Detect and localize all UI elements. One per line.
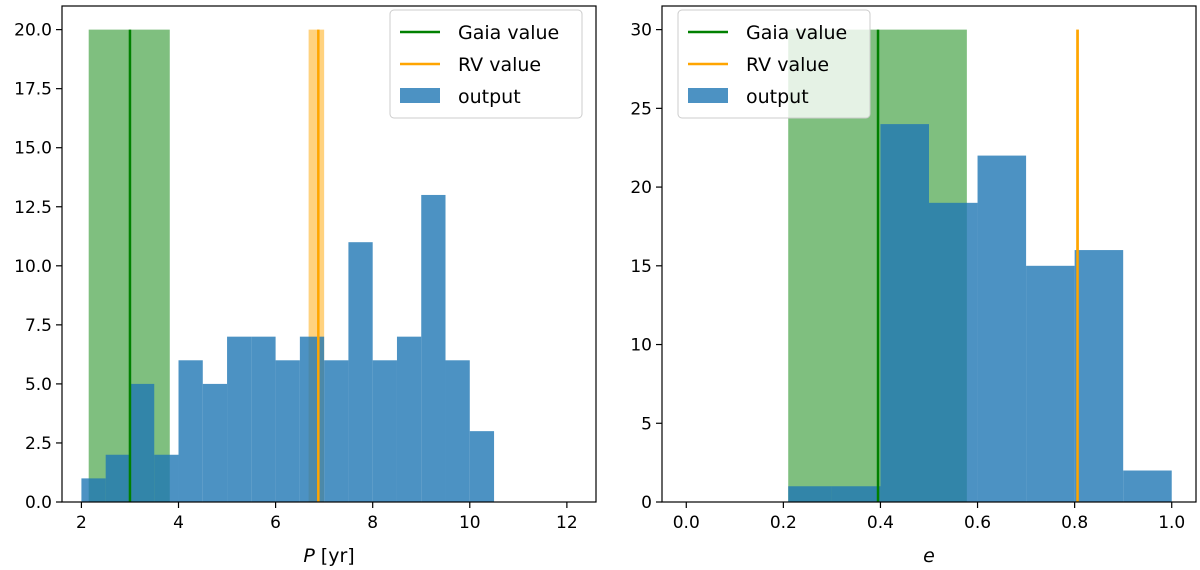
output-hist-bar [251, 336, 276, 502]
y-tick-label: 15.0 [14, 139, 52, 159]
legend-label: Gaia value [458, 22, 559, 44]
x-tick-label: 0.6 [964, 513, 991, 533]
output-hist-bar [831, 486, 881, 502]
output-hist-bar [129, 383, 155, 502]
y-tick-label: 10.0 [14, 257, 52, 277]
output-hist-bar [299, 336, 325, 502]
y-tick-label: 2.5 [25, 434, 52, 454]
output-hist-bar [1123, 470, 1172, 502]
legend: Gaia value RV value output [677, 9, 871, 119]
plot-frame [61, 5, 597, 503]
y-tick-label: 10 [630, 336, 652, 356]
output-hist-bar [348, 242, 373, 502]
output-hist-bar [154, 454, 179, 502]
x-tick-label: 0.4 [867, 513, 894, 533]
x-tick-label: 2 [76, 513, 87, 533]
y-tick-label: 0 [641, 493, 652, 513]
y-tick-label: 20 [630, 178, 652, 198]
y-tick-label: 5.0 [25, 375, 52, 395]
y-tick-label: 5 [641, 414, 652, 434]
y-tick-label: 7.5 [25, 316, 52, 336]
legend-label: RV value [746, 54, 829, 76]
output-hist-bar [275, 360, 300, 502]
legend-label: output [746, 86, 809, 108]
right-chart-eccentricity: 0.0 0.2 0.4 0.6 0.8 1.0 0 5 10 15 20 25 30 e Gaia valu… [630, 5, 1197, 567]
x-tick-label: 1.0 [1158, 513, 1185, 533]
plot-frame [661, 5, 1197, 503]
x-tick-label: 0.0 [673, 513, 700, 533]
legend-label: Gaia value [746, 22, 847, 44]
x-tick-label: 12 [556, 513, 578, 533]
y-tick-label: 15 [630, 257, 652, 277]
output-hist-bar [372, 360, 397, 502]
y-tick-label: 17.5 [14, 80, 52, 100]
output-hist-bar [445, 360, 470, 502]
output-hist-bar [178, 360, 203, 502]
x-tick-label: 0.2 [770, 513, 797, 533]
y-tick-label: 0.0 [25, 493, 52, 513]
output-hist-bar [977, 155, 1027, 503]
x-tick-label: 0.8 [1061, 513, 1088, 533]
legend: Gaia value RV value output [389, 9, 583, 119]
x-axis-label: P [yr] [303, 545, 354, 567]
legend-patch-swatch [400, 88, 440, 103]
output-hist-bar [788, 486, 832, 502]
output-hist-bar [1074, 250, 1124, 502]
output-hist-bar [202, 383, 228, 502]
output-hist-bar [324, 360, 349, 502]
x-axis-variable: e [923, 545, 935, 567]
x-tick-label: 6 [270, 513, 281, 533]
y-tick-label: 30 [630, 21, 652, 41]
x-tick-label: 8 [367, 513, 378, 533]
output-hist-bar [880, 124, 929, 502]
y-tick-label: 12.5 [14, 198, 52, 218]
output-hist-bar [81, 478, 106, 502]
x-axis-unit: [yr] [321, 545, 355, 567]
output-hist-bar [421, 194, 446, 502]
output-hist-bar [1026, 265, 1075, 502]
output-hist-bar [227, 336, 252, 502]
left-chart-period: 2 4 6 8 10 12 0.0 2.5 5.0 7.5 10.0 12.5 15.0 17.5 20.0… [14, 5, 597, 567]
legend-label: RV value [458, 54, 541, 76]
x-axis-label: e [923, 545, 935, 567]
output-hist-bar [469, 431, 495, 502]
y-tick-label: 25 [630, 99, 652, 119]
output-hist-bar [929, 202, 978, 503]
x-axis-variable: P [303, 545, 315, 567]
legend-label: output [458, 86, 521, 108]
output-hist-bar [396, 336, 422, 502]
x-tick-label: 4 [173, 513, 184, 533]
output-hist-bar [105, 454, 130, 502]
x-tick-label: 10 [459, 513, 481, 533]
y-tick-label: 20.0 [14, 21, 52, 41]
legend-patch-swatch [688, 88, 728, 103]
